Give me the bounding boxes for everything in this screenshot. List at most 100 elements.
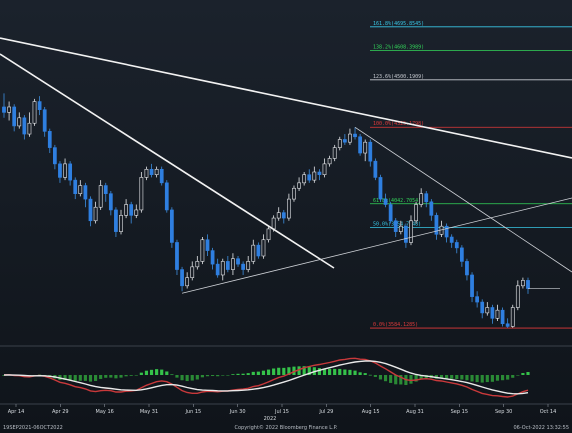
candle — [444, 225, 449, 238]
candle — [42, 109, 47, 132]
candle — [292, 187, 296, 200]
candle — [231, 258, 235, 270]
candle — [236, 258, 240, 265]
oscillator-bar — [495, 375, 500, 381]
candle — [271, 217, 276, 230]
oscillator-bar — [149, 369, 154, 375]
candle — [378, 177, 383, 200]
oscillator-bar — [526, 372, 530, 375]
candle — [429, 201, 434, 216]
candle — [195, 261, 200, 268]
candle — [276, 212, 281, 219]
candle — [332, 147, 337, 159]
candle — [510, 307, 515, 327]
x-tick-label: Sep 15 — [451, 409, 468, 415]
fib-level-label: 138.2%(4608.3989) — [373, 44, 424, 50]
candle — [103, 185, 108, 194]
candle — [144, 168, 149, 178]
oscillator-bar — [124, 375, 128, 377]
candle — [297, 182, 301, 189]
candle — [164, 182, 169, 211]
oscillator-bar — [251, 371, 255, 375]
candle — [210, 250, 215, 265]
oscillator-bar — [190, 375, 194, 381]
oscillator-bar — [414, 375, 418, 382]
candle — [12, 106, 17, 127]
oscillator-bar — [68, 375, 72, 381]
candle — [459, 247, 464, 262]
candle — [215, 263, 220, 276]
oscillator-bar — [236, 373, 240, 375]
fib-level-label: 100.0%(4325.1798) — [373, 121, 424, 127]
oscillator-bar — [475, 375, 479, 383]
fib-level-label: 61.8%(4042.7054) — [373, 198, 421, 204]
footer-timestamp: 06-Oct-2022 13:32:55 — [513, 425, 569, 431]
candle — [129, 204, 134, 216]
candle — [419, 193, 424, 205]
x-tick-label: Sep 30 — [495, 409, 512, 415]
oscillator-bar — [307, 366, 311, 375]
oscillator-bar — [439, 375, 444, 379]
candle — [190, 266, 195, 278]
candle — [393, 220, 398, 232]
candle — [358, 136, 362, 154]
oscillator-bar — [144, 370, 149, 375]
trendline-down — [0, 53, 335, 269]
oscillator-bar — [445, 375, 449, 379]
candle — [485, 307, 490, 314]
x-tick-label: Jun 30 — [229, 409, 246, 415]
oscillator-bar — [226, 375, 230, 376]
candle — [225, 261, 230, 270]
candle — [37, 101, 42, 110]
candle — [200, 239, 205, 262]
candles-group — [2, 93, 530, 328]
candle — [251, 244, 256, 262]
x-tick-label: Apr 29 — [52, 409, 69, 415]
candle — [185, 277, 190, 287]
oscillator-bar — [114, 375, 118, 379]
oscillator-bar — [88, 375, 93, 382]
candle — [98, 185, 103, 208]
oscillator-bar — [160, 369, 164, 375]
candle — [108, 193, 113, 211]
x-tick-label: Aug 15 — [362, 409, 380, 415]
oscillator-bar — [99, 375, 103, 379]
candle — [266, 228, 271, 241]
oscillator-bar — [511, 375, 515, 378]
oscillator-bar — [363, 373, 367, 375]
oscillator-bar — [348, 369, 352, 375]
oscillator-bar — [211, 375, 215, 377]
candle — [363, 141, 368, 154]
oscillator-bar — [297, 366, 301, 375]
oscillator-bar — [480, 375, 484, 383]
oscillator-bar — [378, 375, 383, 380]
candle — [307, 174, 312, 181]
candle — [373, 160, 378, 178]
candle — [154, 168, 159, 176]
candle — [287, 198, 291, 219]
x-tick-label: Jul 29 — [318, 409, 333, 415]
oscillator-bar — [256, 371, 260, 375]
candle — [317, 171, 322, 176]
oscillator-panel — [2, 357, 530, 398]
candle — [337, 139, 342, 148]
oscillator-signal-line — [3, 360, 529, 395]
candle — [302, 174, 307, 184]
oscillator-bar — [170, 374, 174, 376]
candle — [383, 198, 388, 205]
candle — [475, 296, 480, 303]
oscillator-bar — [399, 375, 403, 385]
oscillator-bar — [465, 375, 469, 381]
oscillator-bar — [180, 375, 184, 381]
oscillator-bar — [272, 368, 276, 375]
oscillator-bar — [200, 375, 204, 378]
candle — [134, 209, 139, 216]
candle — [78, 185, 83, 194]
x-tick-label: Aug 31 — [406, 409, 424, 415]
candle — [149, 168, 154, 176]
oscillator-bar — [155, 369, 159, 375]
candle — [124, 204, 128, 216]
oscillator-bar — [470, 375, 474, 382]
